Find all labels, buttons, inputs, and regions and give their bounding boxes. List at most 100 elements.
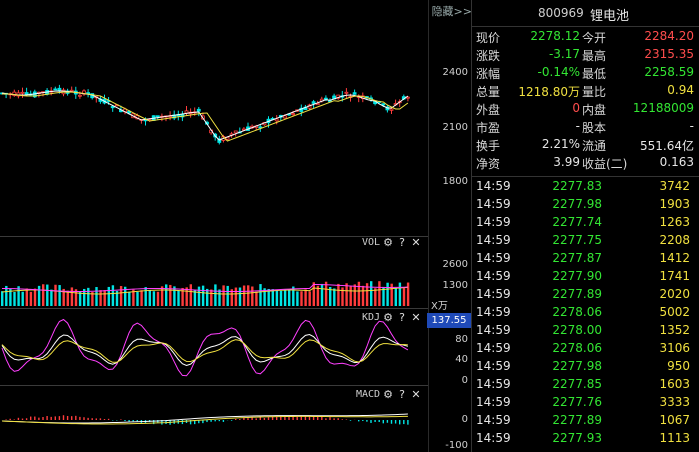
candle-body — [110, 106, 115, 109]
volume-bar — [197, 286, 201, 306]
tick-price: 2277.87 — [552, 251, 602, 265]
macd-title: MACD — [356, 389, 381, 400]
tick-row[interactable]: 14:59 2278.06 3106 — [472, 341, 699, 359]
volume-bar — [37, 285, 41, 306]
volume-bar — [275, 290, 279, 306]
tick-price: 2277.98 — [552, 197, 602, 211]
quote-label: 今开 — [582, 31, 607, 45]
volume-bar — [201, 285, 205, 306]
volume-bar — [70, 287, 74, 306]
candle-body — [233, 130, 238, 134]
kdj-j-line — [1, 318, 409, 377]
tick-row[interactable]: 14:59 2278.06 5002 — [472, 305, 699, 323]
quote-label: 换手 — [476, 139, 501, 153]
axis-label: 2400 — [442, 67, 468, 78]
tick-row[interactable]: 14:59 2277.87 1412 — [472, 251, 699, 269]
volume-bar — [46, 284, 49, 306]
stock-name: 锂电池 — [590, 9, 630, 24]
volume-bar — [128, 291, 131, 306]
volume-bar — [394, 288, 397, 306]
tick-row[interactable]: 14:59 2277.74 1263 — [472, 215, 699, 233]
volume-ma-line — [1, 284, 408, 292]
volume-bar — [398, 282, 402, 306]
tick-time: 14:59 — [476, 377, 511, 391]
tick-row[interactable]: 14:59 2277.83 3742 — [472, 179, 699, 197]
tick-price: 2277.89 — [552, 413, 602, 427]
volume-bar — [218, 289, 221, 306]
macd-close-icon[interactable]: ✕ — [411, 388, 421, 401]
volume-bar — [136, 291, 139, 306]
tick-row[interactable]: 14:59 2277.85 1603 — [472, 377, 699, 395]
kdj-settings-icon[interactable]: ⚙ — [383, 311, 393, 324]
quote-label: 净资 — [476, 157, 501, 171]
candle-body — [241, 128, 246, 131]
volume-bar — [406, 282, 410, 306]
macd-settings-icon[interactable]: ⚙ — [383, 388, 393, 401]
quote-row: 净资 3.99 收益(二) 0.163 — [472, 155, 699, 174]
quote-value: 1218.80万 — [518, 85, 580, 99]
tick-row[interactable]: 14:59 2277.98 1903 — [472, 197, 699, 215]
tick-row[interactable]: 14:59 2277.93 1113 — [472, 431, 699, 449]
volume-bar — [345, 283, 348, 306]
vol-help-icon[interactable]: ? — [399, 236, 405, 249]
tick-row[interactable]: 14:59 2277.76 3333 — [472, 395, 699, 413]
tick-volume: 950 — [667, 359, 690, 373]
tick-volume: 1263 — [659, 215, 690, 229]
vol-settings-icon[interactable]: ⚙ — [383, 236, 393, 249]
macd-dif-line — [1, 413, 408, 424]
kdj-value-badge: 137.55 — [427, 313, 471, 328]
volume-bar — [193, 290, 197, 306]
volume-bar — [333, 288, 336, 306]
candle-body — [344, 91, 349, 94]
chart-area[interactable]: VOL ⚙ ? ✕ KDJ ⚙ ? ✕ MACD ⚙ ? ✕ — [0, 0, 471, 452]
volume-bar — [230, 289, 233, 306]
volume-bar — [58, 285, 61, 306]
axis-label: -100 — [445, 440, 468, 451]
kdj-help-icon[interactable]: ? — [399, 311, 405, 324]
tick-row[interactable]: 14:59 2277.89 1067 — [472, 413, 699, 431]
volume-bar — [74, 289, 78, 306]
volume-bar — [87, 287, 90, 306]
kdj-title: KDJ — [362, 312, 381, 323]
candle-body — [282, 115, 287, 119]
vol-close-icon[interactable]: ✕ — [411, 236, 421, 249]
tick-volume: 1603 — [659, 377, 690, 391]
tick-volume: 1741 — [659, 269, 690, 283]
tick-row[interactable]: 14:59 2277.75 2208 — [472, 233, 699, 251]
chart-canvas[interactable] — [0, 0, 428, 452]
volume-bar — [5, 285, 8, 306]
volume-bar — [124, 286, 127, 306]
axis-label: 80 — [455, 334, 468, 345]
tick-time: 14:59 — [476, 341, 511, 355]
tick-price: 2277.98 — [552, 359, 602, 373]
volume-bar — [361, 285, 365, 306]
tick-row[interactable]: 14:59 2277.89 2020 — [472, 287, 699, 305]
candle-body — [12, 91, 17, 97]
quote-label: 外盘 — [476, 103, 501, 117]
tick-price: 2277.93 — [552, 431, 602, 445]
quote-value: 0.94 — [667, 83, 694, 97]
macd-help-icon[interactable]: ? — [399, 388, 405, 401]
quote-label: 收益(二) — [582, 157, 628, 171]
quote-value: 0.163 — [659, 155, 694, 169]
volume-bar — [402, 288, 406, 306]
volume-bar — [177, 290, 180, 306]
quote-row: 外盘 0 内盘 12188009 — [472, 101, 699, 120]
candle-body — [291, 113, 296, 115]
volume-bar — [341, 287, 344, 306]
volume-bar — [259, 284, 262, 306]
volume-bar — [99, 290, 102, 306]
volume-bar — [283, 289, 287, 306]
tick-row[interactable]: 14:59 2278.00 1352 — [472, 323, 699, 341]
tick-row[interactable]: 14:59 2277.90 1741 — [472, 269, 699, 287]
tick-volume: 3742 — [659, 179, 690, 193]
tick-row[interactable]: 14:59 2277.98 950 — [472, 359, 699, 377]
volume-bar — [234, 287, 238, 306]
candle-body — [196, 108, 201, 112]
hide-panel-button[interactable]: 隐藏>> — [431, 5, 472, 18]
quote-label: 涨幅 — [476, 67, 501, 81]
volume-bar — [365, 283, 369, 306]
kdj-close-icon[interactable]: ✕ — [411, 311, 421, 324]
tick-price: 2277.85 — [552, 377, 602, 391]
volume-bar — [206, 288, 209, 306]
